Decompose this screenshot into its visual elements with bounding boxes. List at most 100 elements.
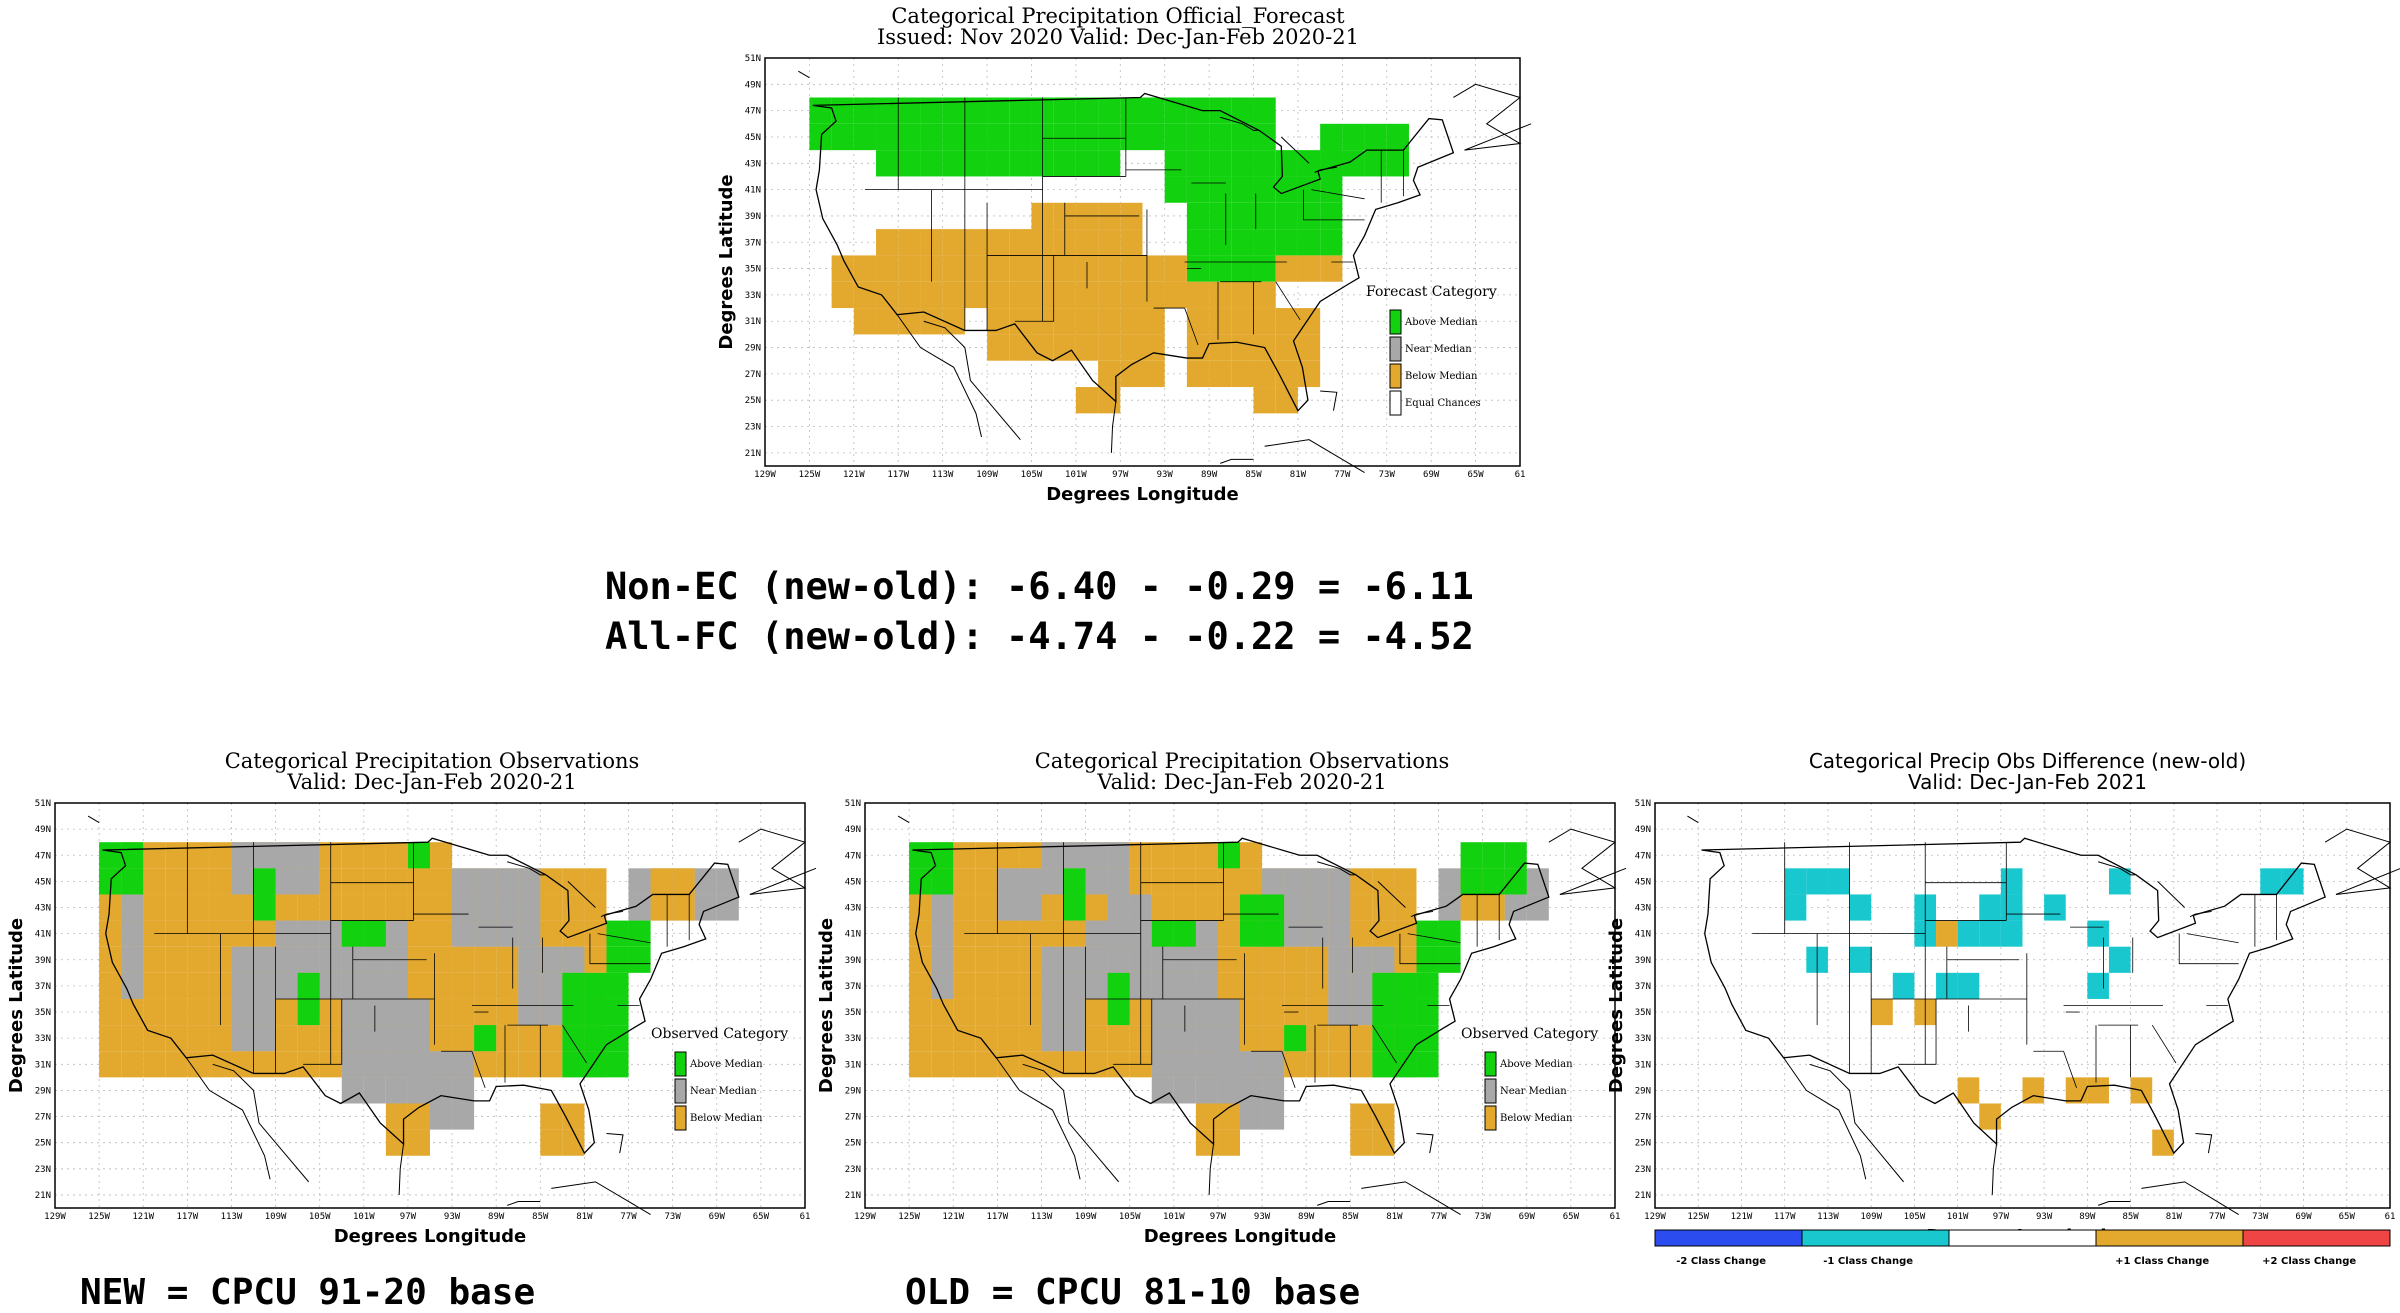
lon-tick-label: 129W (44, 1212, 66, 1222)
category-cell (1075, 123, 1099, 151)
category-cell (1075, 334, 1099, 361)
category-cell (909, 1025, 932, 1052)
coastline (1783, 1057, 1867, 1180)
category-cell (1504, 842, 1527, 869)
lon-tick-label: 89W (2079, 1212, 2096, 1222)
category-cell (1186, 229, 1210, 256)
category-cell (363, 1025, 386, 1052)
category-cell (297, 894, 320, 921)
diff-legend-bar (2095, 1229, 2244, 1247)
legend-title: Forecast Category (1366, 284, 1497, 300)
category-cell (1328, 1051, 1351, 1078)
category-cell (1085, 868, 1108, 895)
category-cell (209, 868, 232, 895)
category-cell (474, 1051, 497, 1078)
category-cell (385, 894, 408, 921)
category-cell (385, 998, 408, 1026)
legend-label: Equal Chances (1405, 398, 1481, 409)
category-cell (1151, 1077, 1174, 1104)
lat-tick-label: 31N (845, 1060, 861, 1070)
coastline (1410, 910, 1434, 918)
category-cell (407, 972, 430, 999)
category-cell (363, 894, 386, 921)
diff-legend-bar (2242, 1229, 2391, 1247)
category-cell (1098, 360, 1121, 388)
lon-tick-label: 93W (444, 1212, 461, 1222)
category-cell (1063, 868, 1086, 895)
lon-tick-label: 77W (1334, 470, 1351, 480)
category-cell (964, 97, 988, 124)
category-cell (1350, 1103, 1373, 1130)
category-cell (1342, 150, 1365, 177)
state-boundary (597, 933, 651, 944)
lon-tick-label: 93W (1157, 470, 1174, 480)
lat-tick-label: 43N (1635, 904, 1651, 914)
lat-tick-label: 41N (1635, 930, 1651, 940)
category-cell (1372, 1051, 1395, 1078)
category-cell (121, 1025, 144, 1052)
category-cell (876, 123, 899, 151)
category-cell (275, 972, 298, 999)
lat-tick-label: 41N (845, 930, 861, 940)
y-axis-label: Degrees Latitude (1606, 918, 1627, 1093)
category-cell (831, 255, 854, 282)
category-cell (1827, 868, 1850, 895)
category-cell (1526, 894, 1549, 921)
category-cell (1063, 946, 1086, 973)
category-cell (430, 920, 453, 947)
lon-tick-label: 101W (1947, 1212, 1969, 1222)
category-cell (452, 946, 475, 973)
lat-tick-label: 25N (1635, 1139, 1651, 1149)
category-cell (987, 150, 1010, 177)
category-cell (1231, 123, 1254, 151)
category-cell (452, 868, 475, 895)
lon-tick-label: 69W (709, 1212, 726, 1222)
category-cell (1173, 1025, 1196, 1052)
coastline (1991, 1143, 1998, 1195)
category-cell (1350, 894, 1373, 921)
category-cell (253, 868, 276, 895)
category-cell (1195, 1025, 1218, 1052)
category-cell (1372, 1129, 1395, 1156)
category-cell (1262, 946, 1285, 973)
category-cell (975, 894, 998, 921)
category-cell (231, 894, 254, 921)
category-cell (562, 998, 585, 1026)
category-cell (2087, 1077, 2109, 1104)
coastline (1280, 136, 1310, 164)
category-cell (297, 1025, 320, 1052)
category-cell (909, 894, 932, 921)
lon-tick-label: 61 (800, 1212, 811, 1222)
category-cell (1173, 920, 1196, 947)
state-boundary (1014, 255, 1055, 322)
category-cell (1173, 894, 1196, 921)
category-cell (1372, 998, 1395, 1026)
category-cell (430, 998, 453, 1026)
category-cell (716, 894, 739, 921)
category-cell (2087, 920, 2109, 947)
category-cell (1328, 972, 1351, 999)
category-cell (1979, 920, 2001, 947)
lon-tick-label: 97W (400, 1212, 417, 1222)
category-cell (1957, 920, 1980, 947)
lat-tick-label: 47N (1635, 851, 1651, 861)
category-cell (975, 868, 998, 895)
coastline (2189, 910, 2212, 918)
lon-tick-label: 77W (2209, 1212, 2226, 1222)
category-cell (297, 842, 320, 869)
category-cell (1253, 360, 1276, 388)
lat-tick-label: 29N (845, 1086, 861, 1096)
coastline (2195, 1133, 2213, 1154)
category-cell (1085, 842, 1108, 869)
category-cell (1892, 972, 1915, 999)
category-cell (1438, 868, 1461, 895)
category-cell (650, 894, 673, 921)
lat-tick-label: 31N (1635, 1060, 1651, 1070)
lon-tick-label: 125W (898, 1212, 920, 1222)
category-cell (1075, 281, 1099, 309)
diff-title-1: Categorical Precip Obs Difference (new-o… (1808, 749, 2247, 773)
category-cell (407, 1129, 430, 1156)
category-cell (987, 229, 1010, 256)
category-cell (853, 281, 877, 309)
category-cell (1217, 1103, 1240, 1130)
